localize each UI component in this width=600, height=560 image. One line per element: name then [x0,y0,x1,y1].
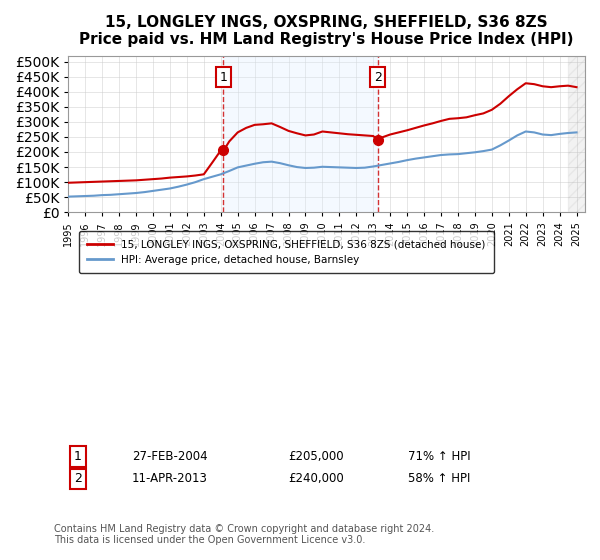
Text: 1: 1 [220,71,227,84]
Text: 27-FEB-2004: 27-FEB-2004 [132,450,208,463]
Text: 2: 2 [74,472,82,486]
Text: 1: 1 [74,450,82,463]
Legend: 15, LONGLEY INGS, OXSPRING, SHEFFIELD, S36 8ZS (detached house), HPI: Average pr: 15, LONGLEY INGS, OXSPRING, SHEFFIELD, S… [79,231,494,273]
Text: 58% ↑ HPI: 58% ↑ HPI [408,472,470,486]
Text: Contains HM Land Registry data © Crown copyright and database right 2024.
This d: Contains HM Land Registry data © Crown c… [54,524,434,545]
Bar [568,55,585,212]
Title: 15, LONGLEY INGS, OXSPRING, SHEFFIELD, S36 8ZS
Price paid vs. HM Land Registry's: 15, LONGLEY INGS, OXSPRING, SHEFFIELD, S… [79,15,574,48]
Bar [223,55,378,212]
Text: 11-APR-2013: 11-APR-2013 [132,472,208,486]
Text: 2: 2 [374,71,382,84]
Text: £240,000: £240,000 [288,472,344,486]
Text: £205,000: £205,000 [288,450,344,463]
Text: 71% ↑ HPI: 71% ↑ HPI [408,450,470,463]
